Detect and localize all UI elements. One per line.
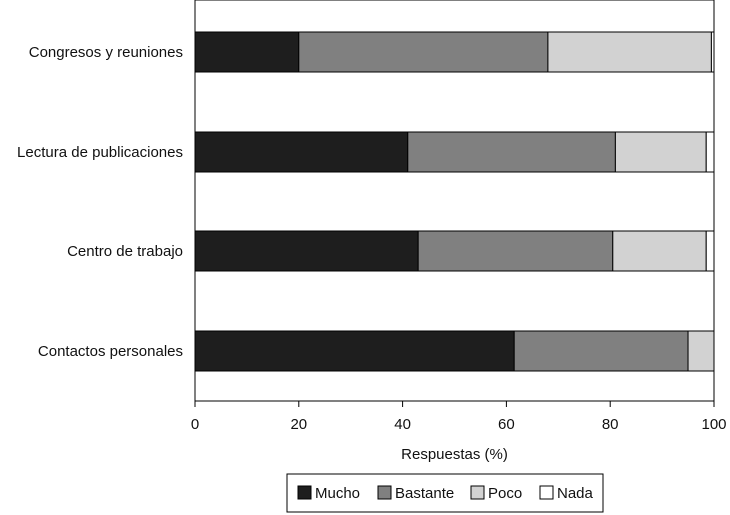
category-labels: Congresos y reuniones Lectura de publicac… <box>17 44 183 360</box>
legend-swatch-nada <box>539 485 554 500</box>
x-tick-label: 0 <box>191 416 199 433</box>
legend-label-bastante: Bastante <box>395 485 454 502</box>
bar-segment-mucho-1 <box>194 31 300 73</box>
bar-segment-bastante-2 <box>407 131 616 173</box>
bar-segment-nada-2 <box>705 131 715 173</box>
legend-label-mucho: Mucho <box>315 485 360 502</box>
x-tick-label: 80 <box>602 416 619 433</box>
legend-swatch-mucho <box>297 485 312 500</box>
bar-segment-mucho-3 <box>194 230 419 272</box>
plot-area-frame <box>194 0 715 402</box>
category-label: Congresos y reuniones <box>29 44 183 61</box>
bar-segment-nada-3 <box>705 230 715 272</box>
legend-swatch-bastante <box>377 485 392 500</box>
bar-segment-mucho-2 <box>194 131 409 173</box>
bar-segment-bastante-3 <box>417 230 614 272</box>
bar-segment-bastante-4 <box>513 330 689 372</box>
bars-layer <box>194 31 715 372</box>
category-label: Centro de trabajo <box>67 243 183 260</box>
legend: Mucho Bastante Poco Nada <box>286 473 604 513</box>
x-tick-label: 20 <box>290 416 307 433</box>
bar-segment-poco-1 <box>547 31 712 73</box>
x-tick-label: 60 <box>498 416 515 433</box>
x-axis-title: Respuestas (%) <box>401 446 508 463</box>
bar-segment-mucho-4 <box>194 330 515 372</box>
x-tick-label: 100 <box>701 416 726 433</box>
x-tick-label: 40 <box>394 416 411 433</box>
category-label: Contactos personales <box>38 343 183 360</box>
legend-label-nada: Nada <box>557 485 594 502</box>
legend-swatch-poco <box>470 485 485 500</box>
bar-segment-bastante-1 <box>298 31 549 73</box>
bar-segment-poco-3 <box>612 230 707 272</box>
legend-label-poco: Poco <box>488 485 522 502</box>
x-axis-ticks: 0 20 40 60 80 100 <box>191 401 727 433</box>
category-label: Lectura de publicaciones <box>17 144 183 161</box>
bar-segment-poco-4 <box>687 330 715 372</box>
bar-segment-poco-2 <box>614 131 707 173</box>
